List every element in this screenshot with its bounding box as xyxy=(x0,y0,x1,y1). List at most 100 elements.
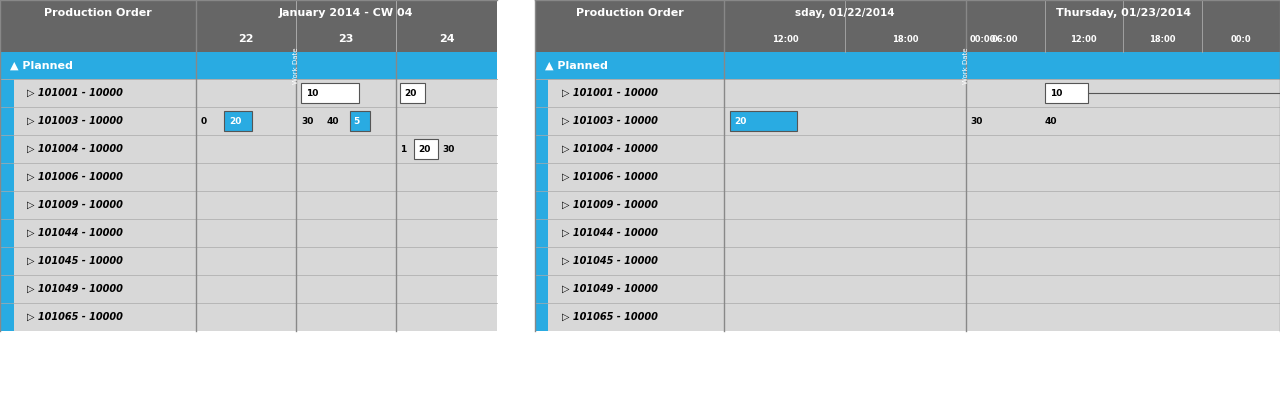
Text: 40: 40 xyxy=(326,116,339,125)
Bar xyxy=(349,111,370,131)
Text: 20: 20 xyxy=(229,116,242,125)
Text: 06:00: 06:00 xyxy=(992,35,1019,44)
Bar xyxy=(1044,83,1088,103)
Bar xyxy=(0,135,14,163)
Bar xyxy=(14,163,497,191)
Bar xyxy=(548,79,1280,107)
Bar xyxy=(724,27,1280,52)
Text: 00:0: 00:0 xyxy=(1230,35,1251,44)
Text: 5: 5 xyxy=(353,116,360,125)
Bar xyxy=(0,191,14,219)
Text: ▷ 101045 - 10000: ▷ 101045 - 10000 xyxy=(27,256,123,266)
Text: ▷ 101001 - 10000: ▷ 101001 - 10000 xyxy=(562,88,658,98)
Bar xyxy=(0,107,14,135)
Text: Production Order: Production Order xyxy=(576,9,684,18)
Text: 30: 30 xyxy=(301,116,314,125)
Bar xyxy=(535,303,548,331)
Bar xyxy=(224,111,252,131)
Text: ▷ 101004 - 10000: ▷ 101004 - 10000 xyxy=(27,144,123,154)
Bar xyxy=(0,0,497,27)
Bar xyxy=(535,107,548,135)
Bar xyxy=(14,219,497,247)
Text: 22: 22 xyxy=(238,35,253,44)
Bar xyxy=(535,163,548,191)
Bar xyxy=(0,27,196,52)
Text: 23: 23 xyxy=(338,35,355,44)
Bar xyxy=(535,275,548,303)
Text: 40: 40 xyxy=(1044,116,1057,125)
Bar xyxy=(415,139,438,159)
Bar xyxy=(548,303,1280,331)
Text: 12:00: 12:00 xyxy=(1070,35,1097,44)
Bar xyxy=(548,219,1280,247)
Text: 24: 24 xyxy=(439,35,454,44)
Bar xyxy=(14,135,497,163)
Text: Thursday, 01/23/2014: Thursday, 01/23/2014 xyxy=(1056,9,1190,18)
Text: ▷ 101001 - 10000: ▷ 101001 - 10000 xyxy=(27,88,123,98)
Bar xyxy=(0,303,14,331)
Bar xyxy=(535,247,548,275)
Text: ▷ 101049 - 10000: ▷ 101049 - 10000 xyxy=(562,284,658,294)
Text: ▷ 101065 - 10000: ▷ 101065 - 10000 xyxy=(27,312,123,322)
Text: ▷ 101045 - 10000: ▷ 101045 - 10000 xyxy=(562,256,658,266)
Text: ▷ 101004 - 10000: ▷ 101004 - 10000 xyxy=(562,144,658,154)
Bar xyxy=(14,275,497,303)
Bar xyxy=(535,135,548,163)
Bar xyxy=(14,247,497,275)
Bar xyxy=(0,163,14,191)
Bar xyxy=(535,52,1280,79)
Bar xyxy=(548,135,1280,163)
Bar xyxy=(730,111,797,131)
Bar xyxy=(14,79,497,107)
Bar xyxy=(401,83,425,103)
Text: sday, 01/22/2014: sday, 01/22/2014 xyxy=(795,9,895,18)
Bar xyxy=(535,191,548,219)
Text: ▷ 101009 - 10000: ▷ 101009 - 10000 xyxy=(27,200,123,210)
Bar xyxy=(548,191,1280,219)
Text: ▷ 101003 - 10000: ▷ 101003 - 10000 xyxy=(27,116,123,126)
Text: 20: 20 xyxy=(735,116,748,125)
Bar xyxy=(0,219,14,247)
Bar xyxy=(548,275,1280,303)
Text: 0: 0 xyxy=(201,116,207,125)
Bar xyxy=(301,83,360,103)
Bar xyxy=(0,275,14,303)
Bar xyxy=(0,79,14,107)
Text: 00:00: 00:00 xyxy=(970,35,996,44)
Text: 12:00: 12:00 xyxy=(772,35,799,44)
Text: Work Date: Work Date xyxy=(963,47,969,84)
Text: ▷ 101003 - 10000: ▷ 101003 - 10000 xyxy=(562,116,658,126)
Text: 18:00: 18:00 xyxy=(892,35,919,44)
Bar xyxy=(14,191,497,219)
Bar xyxy=(548,107,1280,135)
Bar xyxy=(535,27,724,52)
Bar xyxy=(196,27,497,52)
Text: 18:00: 18:00 xyxy=(1149,35,1175,44)
Bar xyxy=(535,79,548,107)
Bar xyxy=(0,247,14,275)
Bar xyxy=(14,303,497,331)
Bar xyxy=(548,163,1280,191)
Text: ▲ Planned: ▲ Planned xyxy=(545,61,608,70)
Text: January 2014 - CW 04: January 2014 - CW 04 xyxy=(279,9,413,18)
Text: Work Date: Work Date xyxy=(293,47,300,84)
Text: ▷ 101006 - 10000: ▷ 101006 - 10000 xyxy=(562,172,658,182)
Text: 30: 30 xyxy=(970,116,983,125)
Text: ▷ 101006 - 10000: ▷ 101006 - 10000 xyxy=(27,172,123,182)
Text: ▷ 101065 - 10000: ▷ 101065 - 10000 xyxy=(562,312,658,322)
Text: 20: 20 xyxy=(404,88,416,97)
Text: ▷ 101009 - 10000: ▷ 101009 - 10000 xyxy=(562,200,658,210)
Text: 30: 30 xyxy=(442,145,454,154)
Bar xyxy=(548,247,1280,275)
Bar xyxy=(14,107,497,135)
Text: 10: 10 xyxy=(306,88,319,97)
Text: ▲ Planned: ▲ Planned xyxy=(10,61,73,70)
Bar xyxy=(0,52,497,79)
Text: 10: 10 xyxy=(1050,88,1062,97)
Text: ▷ 101044 - 10000: ▷ 101044 - 10000 xyxy=(27,228,123,238)
Text: 1: 1 xyxy=(401,145,407,154)
Text: Production Order: Production Order xyxy=(44,9,152,18)
Bar xyxy=(535,219,548,247)
Bar xyxy=(535,0,1280,27)
Text: ▷ 101049 - 10000: ▷ 101049 - 10000 xyxy=(27,284,123,294)
